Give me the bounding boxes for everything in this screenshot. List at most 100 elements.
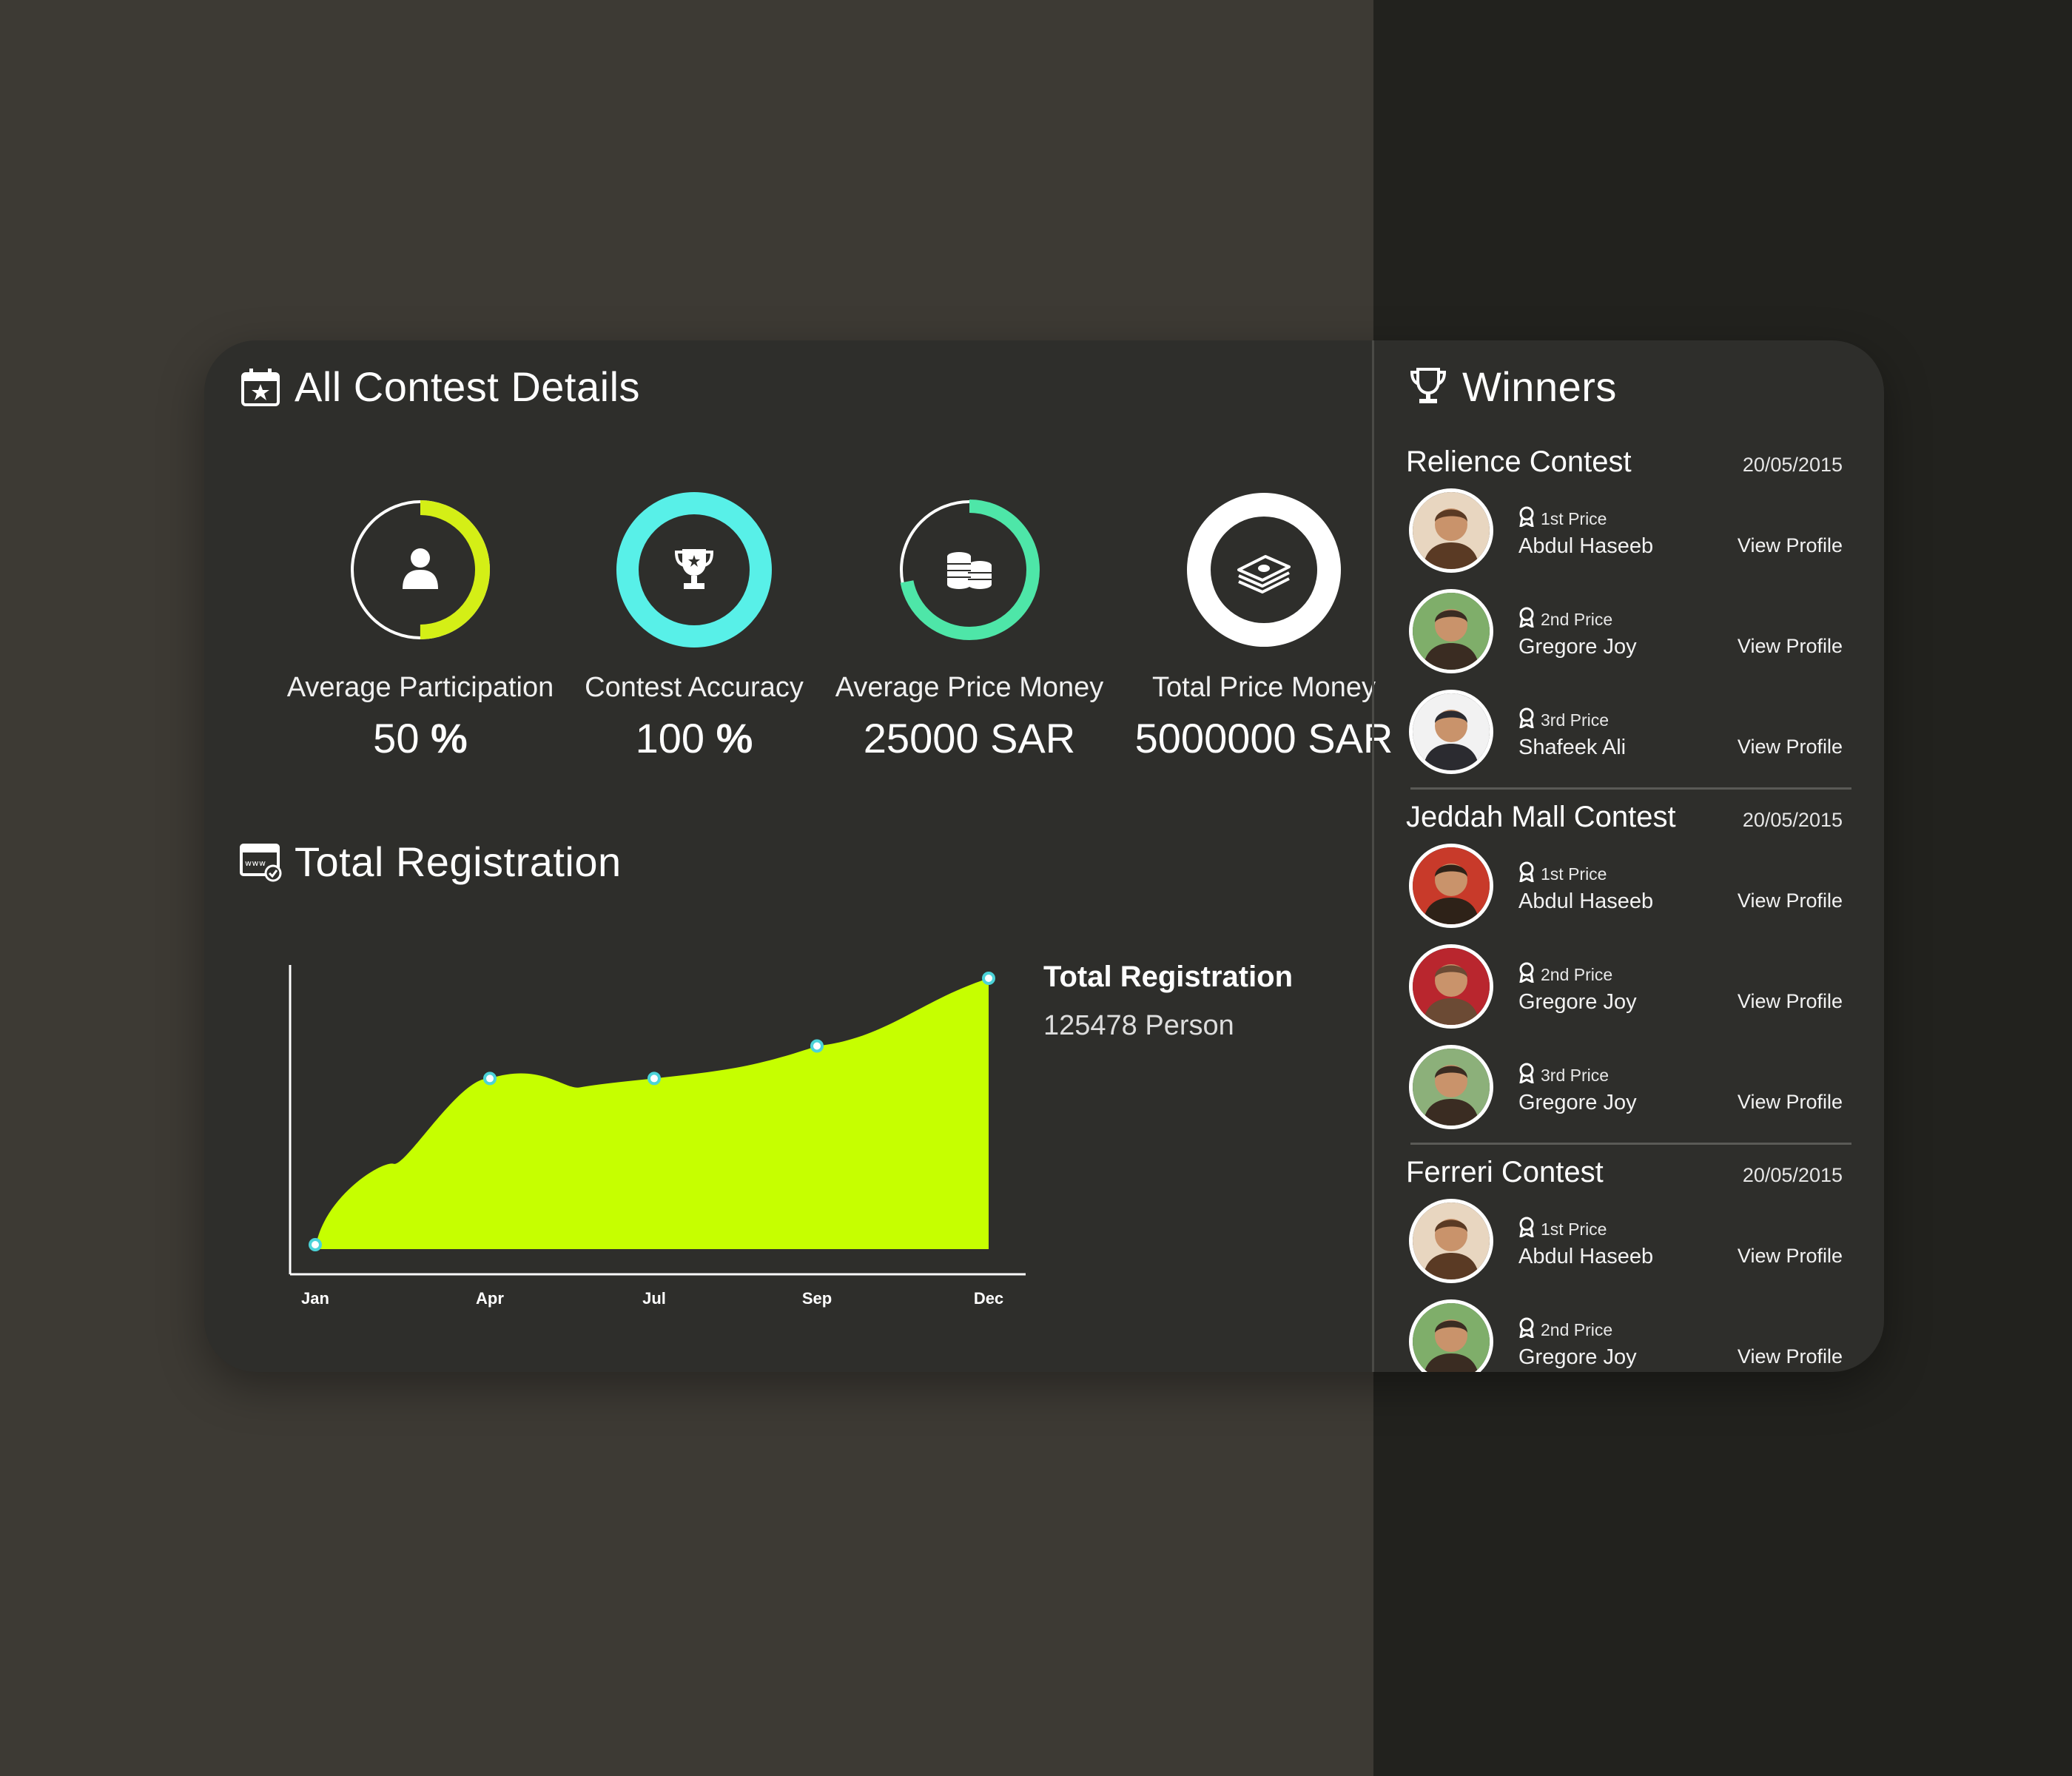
contest-name: Relience Contest (1406, 445, 1632, 478)
contest-name: Ferreri Contest (1406, 1156, 1604, 1188)
prize-place-label: 2nd Price (1541, 609, 1613, 629)
winner-name: Abdul Haseeb (1518, 534, 1654, 558)
prize-place: 1st Price (1518, 506, 1607, 531)
avatar[interactable] (1409, 844, 1493, 928)
view-profile-link[interactable]: View Profile (1737, 534, 1843, 556)
view-profile-link[interactable]: View Profile (1737, 1091, 1843, 1113)
stat-contest-accuracy: Contest Accuracy 100 % (554, 488, 835, 762)
stat-ring (888, 488, 1051, 651)
prize-place: 3rd Price (1518, 707, 1609, 733)
avatar[interactable] (1409, 589, 1493, 673)
avatar[interactable] (1409, 1199, 1493, 1283)
stat-ring (613, 488, 776, 651)
avatar[interactable] (1409, 690, 1493, 774)
stat-value: 100 % (635, 715, 753, 761)
prize-place: 2nd Price (1518, 962, 1612, 987)
winner-row: 1st Price Abdul Haseeb View Profile (1406, 844, 1843, 935)
contest-header: Ferreri Contest 20/05/2015 (1406, 1156, 1843, 1189)
prize-place: 1st Price (1518, 1217, 1607, 1242)
winner-name: Gregore Joy (1518, 990, 1637, 1014)
view-profile-link[interactable]: View Profile (1737, 736, 1843, 758)
stat-label: Contest Accuracy (585, 672, 804, 703)
prize-place: 2nd Price (1518, 607, 1612, 632)
avatar[interactable] (1409, 1045, 1493, 1129)
prize-place-label: 3rd Price (1541, 710, 1610, 730)
dashboard-card: All Contest Details Average Participatio… (204, 340, 1884, 1372)
contest-header: Jeddah Mall Contest 20/05/2015 (1406, 801, 1843, 834)
svg-text:www: www (245, 858, 266, 868)
prize-place-label: 1st Price (1541, 864, 1607, 884)
registration-chart: Jan Apr Jul Sep Dec (249, 918, 1285, 1332)
view-profile-link[interactable]: View Profile (1737, 1245, 1843, 1267)
avatar[interactable] (1409, 488, 1493, 573)
contest-date: 20/05/2015 (1742, 809, 1843, 831)
chart-legend: Total Registration 125478 Person (1043, 961, 1293, 1042)
stat-label: Average Participation (286, 672, 554, 703)
view-profile-link[interactable]: View Profile (1737, 889, 1843, 912)
winner-row: 2nd Price Gregore Joy View Profile (1406, 1299, 1843, 1372)
medal-icon (1518, 607, 1535, 632)
contest-divider (1410, 787, 1851, 790)
stat-value: 5000000 SAR (1134, 715, 1393, 761)
data-point (810, 1039, 824, 1053)
view-profile-link[interactable]: View Profile (1737, 635, 1843, 657)
medal-icon (1518, 962, 1535, 987)
data-point (982, 972, 995, 985)
view-profile-link[interactable]: View Profile (1737, 990, 1843, 1012)
winners-title: Winners (1462, 363, 1617, 410)
contest-divider (1410, 1143, 1851, 1145)
area-series (315, 978, 989, 1249)
stat-label: Total Price Money (1151, 672, 1376, 703)
x-tick-label: Sep (802, 1289, 832, 1308)
contest-date: 20/05/2015 (1742, 454, 1843, 476)
prize-place: 2nd Price (1518, 1317, 1612, 1342)
x-tick-label: Dec (974, 1289, 1003, 1308)
medal-icon (1518, 1063, 1535, 1088)
winner-name: Gregore Joy (1518, 1091, 1637, 1114)
view-profile-link[interactable]: View Profile (1737, 1345, 1843, 1368)
avatar[interactable] (1409, 1299, 1493, 1372)
winner-name: Abdul Haseeb (1518, 889, 1654, 913)
winner-name: Gregore Joy (1518, 635, 1637, 659)
web-check-icon: www (238, 840, 283, 884)
winner-row: 1st Price Abdul Haseeb View Profile (1406, 1199, 1843, 1291)
stat-total-price-money: Total Price Money 5000000 SAR (1123, 488, 1405, 762)
details-title: All Contest Details (295, 363, 641, 410)
medal-icon (1518, 707, 1535, 733)
data-point (309, 1238, 322, 1251)
details-header: All Contest Details (238, 363, 640, 411)
prize-place-label: 2nd Price (1541, 964, 1613, 984)
prize-place-label: 3rd Price (1541, 1065, 1610, 1085)
medal-icon (1518, 861, 1535, 887)
winner-row: 3rd Price Gregore Joy View Profile (1406, 1045, 1843, 1137)
x-tick-label: Apr (476, 1289, 504, 1308)
data-point (648, 1072, 661, 1086)
medal-icon (1518, 506, 1535, 531)
winner-name: Abdul Haseeb (1518, 1245, 1654, 1268)
medal-icon (1518, 1217, 1535, 1242)
winners-header: Winners (1406, 363, 1617, 411)
stat-value: 25000 SAR (863, 715, 1076, 761)
stat-average-participation: Average Participation 50 % (280, 488, 561, 762)
x-tick-label: Jul (642, 1289, 666, 1308)
stat-ring (339, 488, 502, 651)
winner-row: 2nd Price Gregore Joy View Profile (1406, 589, 1843, 681)
prize-place-label: 1st Price (1541, 1219, 1607, 1239)
contest-name: Jeddah Mall Contest (1406, 801, 1676, 833)
prize-place-label: 1st Price (1541, 508, 1607, 528)
winner-row: 1st Price Abdul Haseeb View Profile (1406, 488, 1843, 580)
winner-name: Shafeek Ali (1518, 736, 1627, 759)
prize-place: 1st Price (1518, 861, 1607, 887)
winner-row: 3rd Price Shafeek Ali View Profile (1406, 690, 1843, 781)
registration-title: Total Registration (295, 838, 622, 885)
prize-place: 3rd Price (1518, 1063, 1609, 1088)
x-tick-label: Jan (301, 1289, 329, 1308)
trophy-icon (1406, 365, 1450, 409)
registration-header: www Total Registration (238, 838, 622, 886)
avatar[interactable] (1409, 944, 1493, 1029)
legend-title: Total Registration (1043, 961, 1294, 993)
winner-row: 2nd Price Gregore Joy View Profile (1406, 944, 1843, 1036)
data-point (483, 1072, 497, 1086)
legend-value: 125478 Person (1043, 1010, 1234, 1041)
winner-name: Gregore Joy (1518, 1345, 1637, 1369)
